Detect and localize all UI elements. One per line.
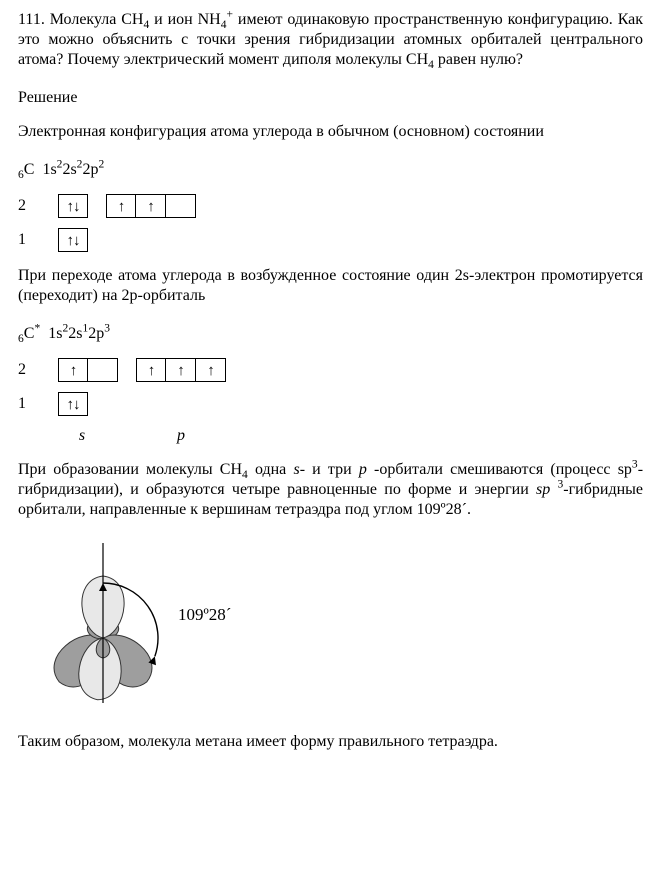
- solution-heading: Решение: [18, 88, 643, 108]
- problem-text: Молекула CH4 и ион NH4+ имеют одинаковую…: [18, 11, 643, 68]
- shell-level-label: 1: [18, 228, 58, 250]
- text-p1: Электронная конфигурация атома углерода …: [18, 122, 643, 142]
- orbital-box-group: ↑↓: [58, 392, 88, 416]
- orbital-box-group: ↑: [58, 358, 118, 382]
- orbital-diagram-ground: 2↑↓ ↑↑ 1↑↓: [18, 194, 643, 252]
- orbital-row: 2↑↓ ↑↑: [18, 194, 643, 218]
- sublabel-p: p: [136, 426, 226, 446]
- orbital-box: ↑↓: [58, 194, 88, 218]
- orbital-box-group: ↑↑↑: [136, 358, 226, 382]
- shell-level-label: 2: [18, 358, 58, 380]
- orbital-box: ↑↓: [58, 228, 88, 252]
- sublabel-s: s: [58, 426, 106, 446]
- angle-label: 109º28´: [178, 605, 231, 624]
- orbital-box: ↑: [106, 194, 136, 218]
- electron-config-ground: 6C 1s22s22p2: [18, 160, 643, 180]
- problem-number: 111.: [18, 11, 45, 28]
- orbital-box-group: ↑↑: [106, 194, 196, 218]
- orbital-box: ↑: [58, 358, 88, 382]
- sp3-orbitals-figure: 109º28´: [18, 538, 643, 708]
- orbital-box: [166, 194, 196, 218]
- orbital-box: ↑: [196, 358, 226, 382]
- orbital-box: ↑↓: [58, 392, 88, 416]
- shell-level-label: 1: [18, 392, 58, 414]
- shell-level-label: 2: [18, 194, 58, 216]
- electron-config-excited: 6C* 1s22s12p3: [18, 324, 643, 344]
- sp3-orbitals-svg: 109º28´: [18, 538, 338, 708]
- orbital-box-group: ↑↓: [58, 228, 88, 252]
- orbital-box: ↑: [166, 358, 196, 382]
- text-p2: При переходе атома углерода в возбужденн…: [18, 266, 643, 306]
- text-p3: При образовании молекулы CH4 одна s- и т…: [18, 460, 643, 520]
- orbital-box: ↑: [136, 358, 166, 382]
- orbital-box-group: ↑↓: [58, 194, 88, 218]
- orbital-box: [88, 358, 118, 382]
- problem-statement: 111. Молекула CH4 и ион NH4+ имеют одина…: [18, 10, 643, 70]
- orbital-sublabel-row: sp: [18, 426, 643, 446]
- orbital-row: 1↑↓: [18, 392, 643, 416]
- text-p4: Таким образом, молекула метана имеет фор…: [18, 732, 643, 752]
- orbital-diagram-excited: 2↑↑↑↑1↑↓sp: [18, 358, 643, 446]
- orbital-box: ↑: [136, 194, 166, 218]
- orbital-row: 1↑↓: [18, 228, 643, 252]
- orbital-row: 2↑↑↑↑: [18, 358, 643, 382]
